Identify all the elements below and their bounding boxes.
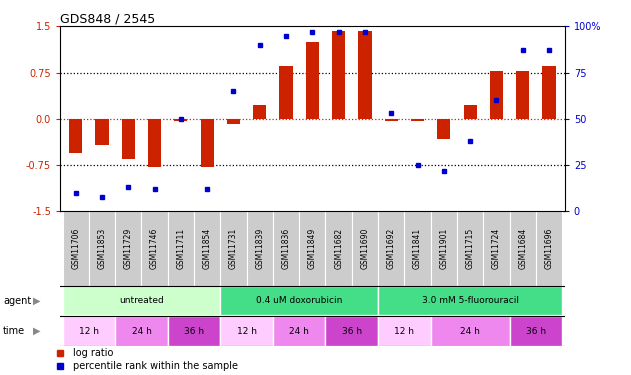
Text: GSM11839: GSM11839 [256, 228, 264, 269]
Bar [115, 211, 141, 286]
Text: GSM11692: GSM11692 [387, 228, 396, 269]
Text: GSM11724: GSM11724 [492, 228, 501, 269]
Bar [273, 316, 326, 346]
Bar [404, 211, 430, 286]
Bar [464, 105, 476, 119]
Bar [306, 42, 319, 119]
Bar [437, 119, 451, 139]
Bar [280, 66, 293, 119]
Bar [220, 286, 378, 315]
Text: 0.4 uM doxorubicin: 0.4 uM doxorubicin [256, 296, 343, 305]
Text: 36 h: 36 h [184, 327, 204, 336]
Bar [62, 316, 115, 346]
Text: GSM11711: GSM11711 [177, 228, 186, 269]
Bar [253, 105, 266, 119]
Bar [168, 211, 194, 286]
Text: GSM11715: GSM11715 [466, 228, 475, 269]
Text: ▶: ▶ [33, 296, 40, 306]
Bar [430, 211, 457, 286]
Text: 12 h: 12 h [394, 327, 415, 336]
Bar [168, 316, 220, 346]
Bar [483, 211, 510, 286]
Text: GSM11853: GSM11853 [98, 228, 107, 269]
Bar [378, 286, 562, 315]
Text: 24 h: 24 h [289, 327, 309, 336]
Bar [326, 211, 352, 286]
Bar [122, 119, 135, 159]
Text: time: time [3, 326, 25, 336]
Bar [201, 119, 214, 167]
Text: GSM11901: GSM11901 [439, 228, 448, 269]
Text: 12 h: 12 h [237, 327, 257, 336]
Bar [430, 316, 509, 346]
Text: GDS848 / 2545: GDS848 / 2545 [60, 12, 155, 25]
Text: GSM11849: GSM11849 [308, 228, 317, 269]
Text: 12 h: 12 h [79, 327, 99, 336]
Bar [247, 211, 273, 286]
Text: GSM11690: GSM11690 [360, 228, 369, 269]
Text: log ratio: log ratio [73, 348, 113, 358]
Text: GSM11731: GSM11731 [229, 228, 238, 269]
Bar [536, 211, 562, 286]
Text: 24 h: 24 h [460, 327, 480, 336]
Bar [62, 286, 220, 315]
Bar [411, 119, 424, 122]
Bar [385, 119, 398, 122]
Bar [95, 119, 109, 145]
Bar [457, 211, 483, 286]
Bar [220, 211, 247, 286]
Text: 36 h: 36 h [342, 327, 362, 336]
Bar [69, 119, 82, 153]
Text: GSM11746: GSM11746 [150, 228, 159, 269]
Text: percentile rank within the sample: percentile rank within the sample [73, 362, 237, 371]
Bar [378, 316, 430, 346]
Bar [358, 31, 372, 119]
Bar [227, 119, 240, 124]
Text: GSM11682: GSM11682 [334, 228, 343, 269]
Bar [326, 316, 378, 346]
Text: GSM11706: GSM11706 [71, 228, 80, 269]
Bar [490, 71, 503, 119]
Bar [378, 211, 404, 286]
Text: untreated: untreated [119, 296, 164, 305]
Bar [509, 211, 536, 286]
Bar [115, 316, 168, 346]
Text: agent: agent [3, 296, 32, 306]
Text: ▶: ▶ [33, 326, 40, 336]
Bar [148, 119, 161, 167]
Text: GSM11841: GSM11841 [413, 228, 422, 269]
Bar [194, 211, 220, 286]
Bar [62, 211, 89, 286]
Bar [89, 211, 115, 286]
Text: 24 h: 24 h [131, 327, 151, 336]
Bar [516, 71, 529, 119]
Bar [299, 211, 326, 286]
Bar [273, 211, 299, 286]
Text: 3.0 mM 5-fluorouracil: 3.0 mM 5-fluorouracil [422, 296, 519, 305]
Text: GSM11684: GSM11684 [518, 228, 527, 269]
Text: 36 h: 36 h [526, 327, 546, 336]
Bar [220, 316, 273, 346]
Text: GSM11836: GSM11836 [281, 228, 290, 269]
Bar [509, 316, 562, 346]
Text: GSM11729: GSM11729 [124, 228, 133, 269]
Bar [352, 211, 378, 286]
Bar [141, 211, 168, 286]
Text: GSM11696: GSM11696 [545, 228, 553, 269]
Text: GSM11854: GSM11854 [203, 228, 211, 269]
Bar [174, 119, 187, 122]
Bar [543, 66, 555, 119]
Bar [332, 31, 345, 119]
